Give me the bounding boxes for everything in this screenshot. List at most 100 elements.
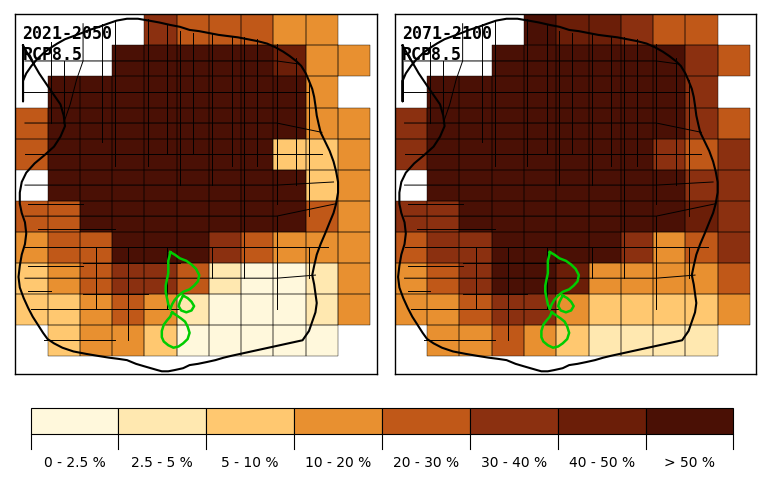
Bar — [653, 108, 685, 139]
Bar — [241, 46, 274, 76]
Bar — [621, 294, 653, 325]
Bar — [209, 14, 241, 46]
Bar — [241, 169, 274, 201]
Bar — [144, 14, 176, 46]
Bar — [556, 76, 588, 108]
Bar — [717, 108, 750, 139]
Bar — [427, 263, 459, 294]
Bar — [47, 263, 79, 294]
Bar — [338, 201, 371, 232]
Bar — [241, 14, 274, 46]
Bar — [274, 325, 306, 356]
Bar — [524, 46, 556, 76]
Bar — [118, 408, 206, 434]
Bar — [79, 139, 112, 169]
Bar — [144, 325, 176, 356]
Bar — [588, 76, 621, 108]
Bar — [176, 76, 209, 108]
Bar — [338, 46, 371, 76]
Bar — [459, 325, 492, 356]
Bar — [685, 232, 717, 263]
Bar — [524, 201, 556, 232]
Bar — [492, 232, 524, 263]
Bar — [621, 294, 653, 325]
Bar — [588, 139, 621, 169]
Bar — [653, 294, 685, 325]
Bar — [685, 139, 717, 169]
Bar — [209, 201, 241, 232]
Bar — [556, 294, 588, 325]
Bar — [459, 325, 492, 356]
Bar — [47, 108, 79, 139]
Bar — [524, 232, 556, 263]
Bar — [524, 139, 556, 169]
Bar — [459, 169, 492, 201]
Bar — [556, 232, 588, 263]
Bar — [15, 263, 47, 294]
Bar — [47, 76, 79, 108]
Bar — [556, 169, 588, 201]
Bar — [274, 232, 306, 263]
Bar — [524, 139, 556, 169]
Bar — [79, 169, 112, 201]
Bar — [209, 139, 241, 169]
Bar — [306, 169, 338, 201]
Bar — [427, 232, 459, 263]
Bar — [306, 201, 338, 232]
Bar — [524, 263, 556, 294]
Bar — [274, 76, 306, 108]
Bar — [524, 46, 556, 76]
Bar — [621, 169, 653, 201]
Bar — [47, 139, 79, 169]
Bar — [47, 294, 79, 325]
Text: 30 - 40 %: 30 - 40 % — [481, 456, 547, 470]
Bar — [653, 232, 685, 263]
Bar — [176, 294, 209, 325]
Bar — [558, 408, 646, 434]
Bar — [492, 76, 524, 108]
Bar — [338, 294, 371, 325]
Text: 2071-2100
RCP8.5: 2071-2100 RCP8.5 — [402, 25, 492, 64]
Bar — [209, 294, 241, 325]
Bar — [556, 139, 588, 169]
Bar — [144, 76, 176, 108]
Bar — [47, 325, 79, 356]
Bar — [274, 201, 306, 232]
Bar — [306, 325, 338, 356]
Bar — [653, 232, 685, 263]
Bar — [556, 14, 588, 46]
Bar — [338, 232, 371, 263]
Bar — [653, 76, 685, 108]
Bar — [338, 201, 371, 232]
Bar — [209, 76, 241, 108]
Bar — [144, 263, 176, 294]
Bar — [556, 14, 588, 46]
Bar — [47, 169, 79, 201]
Bar — [209, 139, 241, 169]
Bar — [144, 263, 176, 294]
Bar — [112, 201, 144, 232]
Bar — [524, 76, 556, 108]
Bar — [588, 14, 621, 46]
Text: 5 - 10 %: 5 - 10 % — [222, 456, 279, 470]
Bar — [241, 14, 274, 46]
Bar — [112, 46, 144, 76]
Bar — [621, 325, 653, 356]
Bar — [717, 139, 750, 169]
Bar — [112, 325, 144, 356]
Bar — [144, 325, 176, 356]
Bar — [492, 139, 524, 169]
Bar — [338, 169, 371, 201]
Bar — [653, 169, 685, 201]
Bar — [492, 76, 524, 108]
Bar — [144, 201, 176, 232]
Bar — [492, 232, 524, 263]
Bar — [459, 232, 492, 263]
Bar — [621, 232, 653, 263]
Bar — [274, 294, 306, 325]
Bar — [427, 201, 459, 232]
Bar — [524, 294, 556, 325]
Bar — [717, 201, 750, 232]
Bar — [459, 139, 492, 169]
Bar — [306, 294, 338, 325]
